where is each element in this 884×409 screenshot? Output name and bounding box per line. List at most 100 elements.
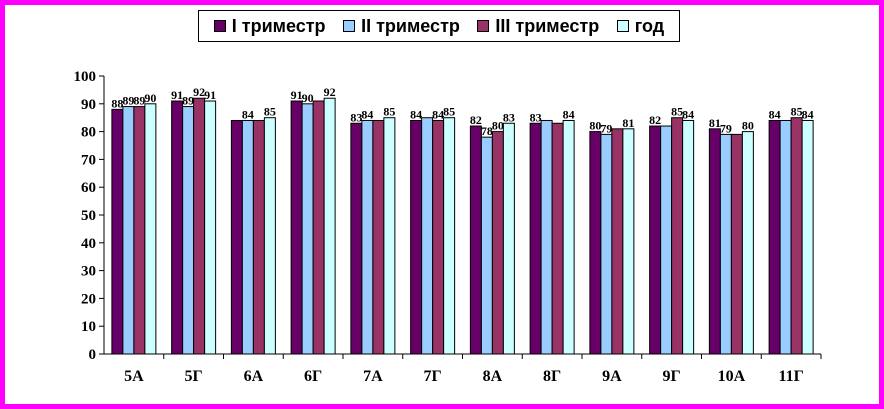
- data-label: 88: [111, 96, 123, 110]
- x-tick-label: 6А: [244, 368, 264, 385]
- bar-1-3: [230, 119, 243, 355]
- bar-3-9: [611, 128, 624, 355]
- bar-4-9: [622, 128, 635, 355]
- data-label: 79: [720, 121, 732, 135]
- bar-3-1: [133, 106, 146, 355]
- legend-item: III триместр: [477, 16, 599, 37]
- x-tick-label: 9А: [602, 368, 622, 385]
- bar-1-7: [469, 125, 482, 355]
- data-label: 81: [622, 116, 634, 130]
- bar-1-10: [649, 125, 662, 355]
- legend-item: год: [616, 15, 665, 37]
- data-label: 84: [802, 107, 814, 121]
- data-label: 90: [144, 91, 156, 105]
- bar-2-7: [480, 136, 493, 355]
- data-label: 83: [530, 110, 542, 124]
- data-label: 92: [324, 85, 336, 99]
- legend-swatch: [616, 20, 629, 32]
- data-label: 83: [350, 110, 362, 124]
- bar-2-3: [241, 119, 254, 355]
- bar-4-6: [443, 117, 456, 355]
- bar-2-1: [122, 106, 135, 355]
- data-label: 84: [563, 107, 575, 121]
- bar-1-1: [111, 108, 124, 355]
- bar-2-8: [540, 119, 553, 355]
- x-tick-label: 6Г: [304, 368, 322, 385]
- bar-2-6: [421, 117, 434, 355]
- y-tick-label: 50: [81, 208, 96, 224]
- bar-2-11: [719, 133, 732, 355]
- bar-3-7: [491, 131, 504, 355]
- bar-4-10: [682, 119, 695, 355]
- bar-3-5: [372, 119, 385, 355]
- data-label: 80: [742, 119, 754, 133]
- data-label: 83: [503, 110, 515, 124]
- bar-1-11: [708, 128, 721, 355]
- x-tick-label: 7А: [363, 368, 383, 385]
- data-label: 85: [791, 105, 803, 119]
- data-label: 85: [264, 105, 276, 119]
- y-tick-label: 80: [81, 125, 96, 141]
- x-tick-label: 7Г: [424, 368, 442, 385]
- legend-label: III триместр: [495, 15, 600, 36]
- y-tick-label: 10: [81, 319, 96, 335]
- data-label: 84: [242, 107, 254, 121]
- data-label: 89: [182, 94, 194, 108]
- data-label: 84: [361, 107, 373, 121]
- y-tick-label: 70: [81, 152, 96, 168]
- data-label: 85: [383, 105, 395, 119]
- data-label: 91: [204, 88, 216, 102]
- y-tick-label: 20: [81, 291, 96, 307]
- bar-4-7: [502, 122, 515, 355]
- data-label: 91: [291, 88, 303, 102]
- data-label: 81: [709, 116, 721, 130]
- legend-item: I триместр: [213, 15, 326, 37]
- bar-1-5: [350, 122, 363, 355]
- y-tick-label: 30: [81, 264, 96, 280]
- bar-1-12: [768, 119, 781, 355]
- bar-3-12: [790, 117, 803, 355]
- bar-2-9: [600, 133, 613, 355]
- data-label: 89: [133, 94, 145, 108]
- bar-1-2: [171, 100, 184, 355]
- bar-4-1: [144, 103, 157, 355]
- legend-swatch: [213, 20, 226, 32]
- bar-4-8: [562, 119, 575, 355]
- data-label: 80: [492, 119, 504, 133]
- bar-2-10: [660, 125, 673, 355]
- data-label: 92: [193, 85, 205, 99]
- bar-2-2: [182, 106, 195, 355]
- data-label: 85: [671, 105, 683, 119]
- bar-4-3: [263, 117, 276, 355]
- data-label: 79: [600, 121, 612, 135]
- bar-4-11: [741, 131, 754, 355]
- data-label: 84: [682, 107, 694, 121]
- legend-item: II триместр: [343, 16, 460, 37]
- bar-2-5: [361, 119, 374, 355]
- y-tick-label: 90: [81, 97, 96, 113]
- data-label: 84: [410, 107, 422, 121]
- x-tick-label: 8А: [483, 368, 503, 385]
- legend-label: I триместр: [231, 15, 326, 36]
- bar-4-5: [383, 117, 396, 355]
- x-tick-label: 8Г: [543, 368, 561, 385]
- data-label: 84: [432, 107, 444, 121]
- bar-3-6: [432, 119, 445, 355]
- bar-3-3: [252, 119, 265, 355]
- legend-swatch: [477, 20, 490, 32]
- legend-swatch: [343, 20, 356, 32]
- data-label: 89: [122, 94, 134, 108]
- y-tick-label: 0: [89, 347, 97, 363]
- x-tick-label: 5Г: [185, 368, 203, 385]
- bar-2-12: [779, 119, 792, 355]
- x-tick-label: 9Г: [663, 368, 681, 385]
- y-tick-label: 100: [74, 69, 97, 85]
- y-tick-label: 40: [81, 236, 96, 252]
- data-label: 91: [171, 88, 183, 102]
- bar-3-11: [730, 133, 743, 355]
- bar-3-2: [193, 97, 206, 355]
- legend-label: год: [634, 15, 665, 36]
- bar-1-8: [529, 122, 542, 355]
- data-label: 90: [302, 91, 314, 105]
